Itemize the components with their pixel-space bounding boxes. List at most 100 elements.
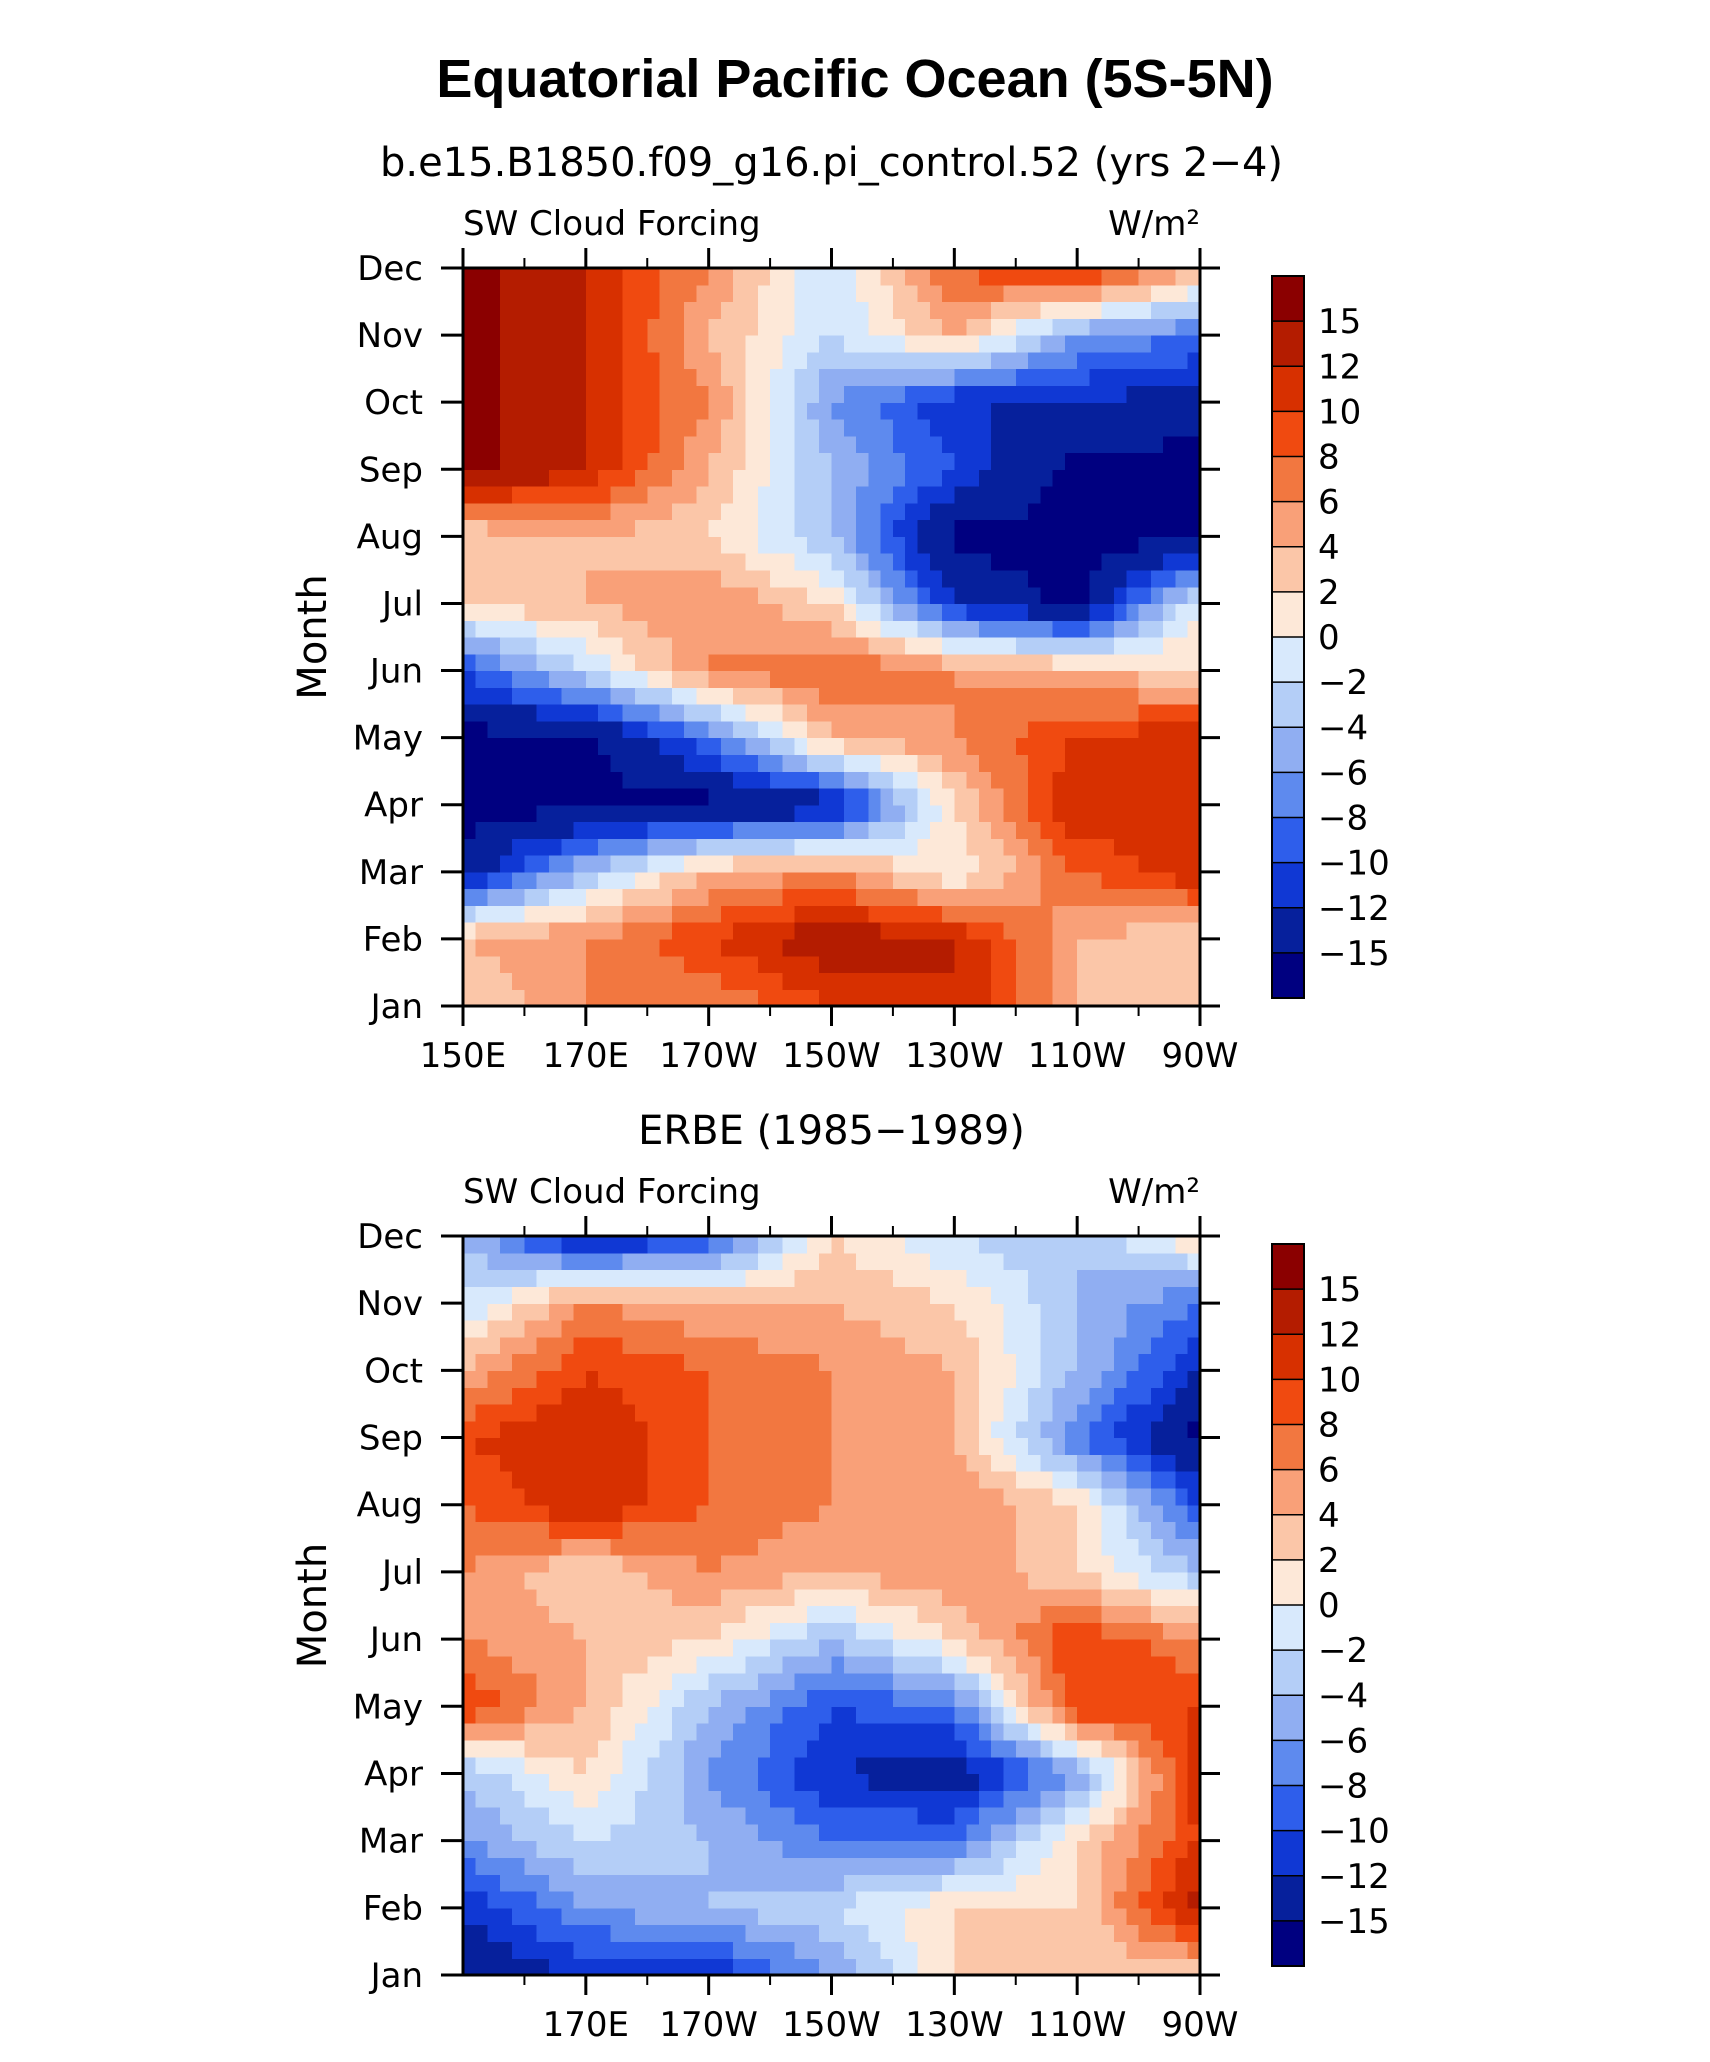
contour-cell	[512, 1420, 526, 1439]
contour-cell	[634, 502, 648, 521]
contour-cell	[475, 452, 489, 470]
contour-cell	[1187, 1588, 1201, 1607]
contour-cell	[892, 1370, 906, 1388]
contour-cell	[499, 653, 513, 672]
contour-cell	[856, 1437, 869, 1455]
contour-cell	[1040, 1487, 1054, 1506]
contour-cell	[1138, 1672, 1152, 1691]
contour-cell	[1015, 586, 1029, 605]
contour-cell	[720, 1353, 734, 1371]
contour-cell	[917, 1874, 931, 1892]
contour-cell	[1114, 1487, 1127, 1506]
contour-cell	[1126, 1588, 1140, 1607]
contour-cell	[831, 301, 845, 319]
contour-cell	[868, 1706, 882, 1724]
contour-cell	[634, 620, 648, 638]
contour-cell	[622, 871, 636, 890]
contour-cell	[782, 905, 796, 923]
contour-cell	[573, 1773, 587, 1791]
contour-cell	[659, 519, 673, 537]
contour-cell	[831, 1823, 845, 1842]
contour-cell	[708, 284, 722, 303]
contour-cell	[1064, 452, 1078, 470]
contour-cell	[659, 955, 673, 974]
contour-cell	[991, 1723, 1005, 1741]
contour-cell	[622, 670, 636, 688]
contour-cell	[843, 1706, 857, 1724]
contour-cell	[548, 486, 562, 504]
contour-cell	[499, 268, 513, 286]
contour-cell	[905, 1437, 919, 1455]
contour-cell	[782, 284, 796, 303]
contour-cell	[1101, 888, 1115, 906]
contour-cell	[1126, 335, 1140, 353]
contour-cell	[1064, 1857, 1078, 1875]
contour-cell	[684, 720, 697, 739]
contour-cell	[1163, 301, 1177, 319]
contour-cell	[794, 1790, 808, 1808]
contour-cell	[868, 1538, 882, 1556]
contour-cell	[585, 318, 599, 336]
contour-cell	[598, 368, 611, 387]
contour-cell	[536, 1639, 550, 1657]
contour-cell	[708, 1504, 722, 1523]
contour-cell	[610, 603, 624, 621]
contour-cell	[475, 1437, 489, 1455]
contour-cell	[954, 938, 968, 957]
contour-cell	[573, 687, 587, 705]
contour-cell	[1138, 1353, 1152, 1371]
contour-cell	[1052, 1370, 1066, 1388]
contour-cell	[573, 1420, 587, 1439]
contour-cell	[622, 905, 636, 923]
contour-cell	[856, 955, 869, 974]
contour-cell	[917, 1790, 931, 1808]
contour-cell	[536, 1924, 550, 1943]
contour-cell	[1077, 888, 1091, 906]
contour-cell	[892, 838, 906, 856]
contour-cell	[1187, 1571, 1201, 1590]
contour-cell	[561, 1891, 575, 1909]
contour-cell	[1015, 1420, 1029, 1439]
contour-cell	[966, 1756, 980, 1775]
contour-cell	[880, 1874, 894, 1892]
contour-cell	[1040, 452, 1054, 470]
contour-cell	[671, 754, 685, 772]
contour-cell	[536, 955, 550, 974]
contour-cell	[524, 1773, 538, 1791]
contour-cell	[905, 1454, 919, 1472]
contour-cell	[573, 1723, 587, 1741]
contour-cell	[524, 1403, 538, 1422]
contour-cell	[942, 720, 955, 739]
contour-cell	[659, 435, 673, 454]
contour-cell	[806, 1672, 820, 1691]
contour-cell	[1138, 1941, 1152, 1959]
contour-cell	[1101, 418, 1115, 437]
contour-cell	[954, 720, 968, 739]
contour-cell	[978, 1790, 992, 1808]
contour-cell	[733, 1353, 747, 1371]
contour-cell	[1101, 1739, 1115, 1758]
contour-cell	[512, 871, 526, 890]
contour-cell	[634, 871, 648, 890]
contour-cell	[978, 1924, 992, 1943]
contour-cell	[1064, 955, 1078, 974]
contour-cell	[892, 1807, 906, 1825]
contour-cell	[954, 704, 968, 722]
contour-cell	[770, 502, 783, 521]
contour-cell	[1175, 687, 1189, 705]
contour-cell	[892, 888, 906, 906]
contour-cell	[745, 368, 759, 387]
contour-cell	[1138, 1571, 1152, 1590]
contour-cell	[634, 536, 648, 554]
contour-cell	[573, 1924, 587, 1943]
contour-cell	[1040, 569, 1054, 588]
contour-cell	[499, 1471, 513, 1489]
contour-cell	[610, 1571, 624, 1590]
contour-cell	[634, 1689, 648, 1707]
contour-cell	[1114, 972, 1127, 990]
contour-cell	[1175, 469, 1189, 487]
contour-cell	[905, 486, 919, 504]
contour-cell	[745, 1756, 759, 1775]
contour-cell	[1138, 486, 1152, 504]
contour-cell	[647, 486, 661, 504]
